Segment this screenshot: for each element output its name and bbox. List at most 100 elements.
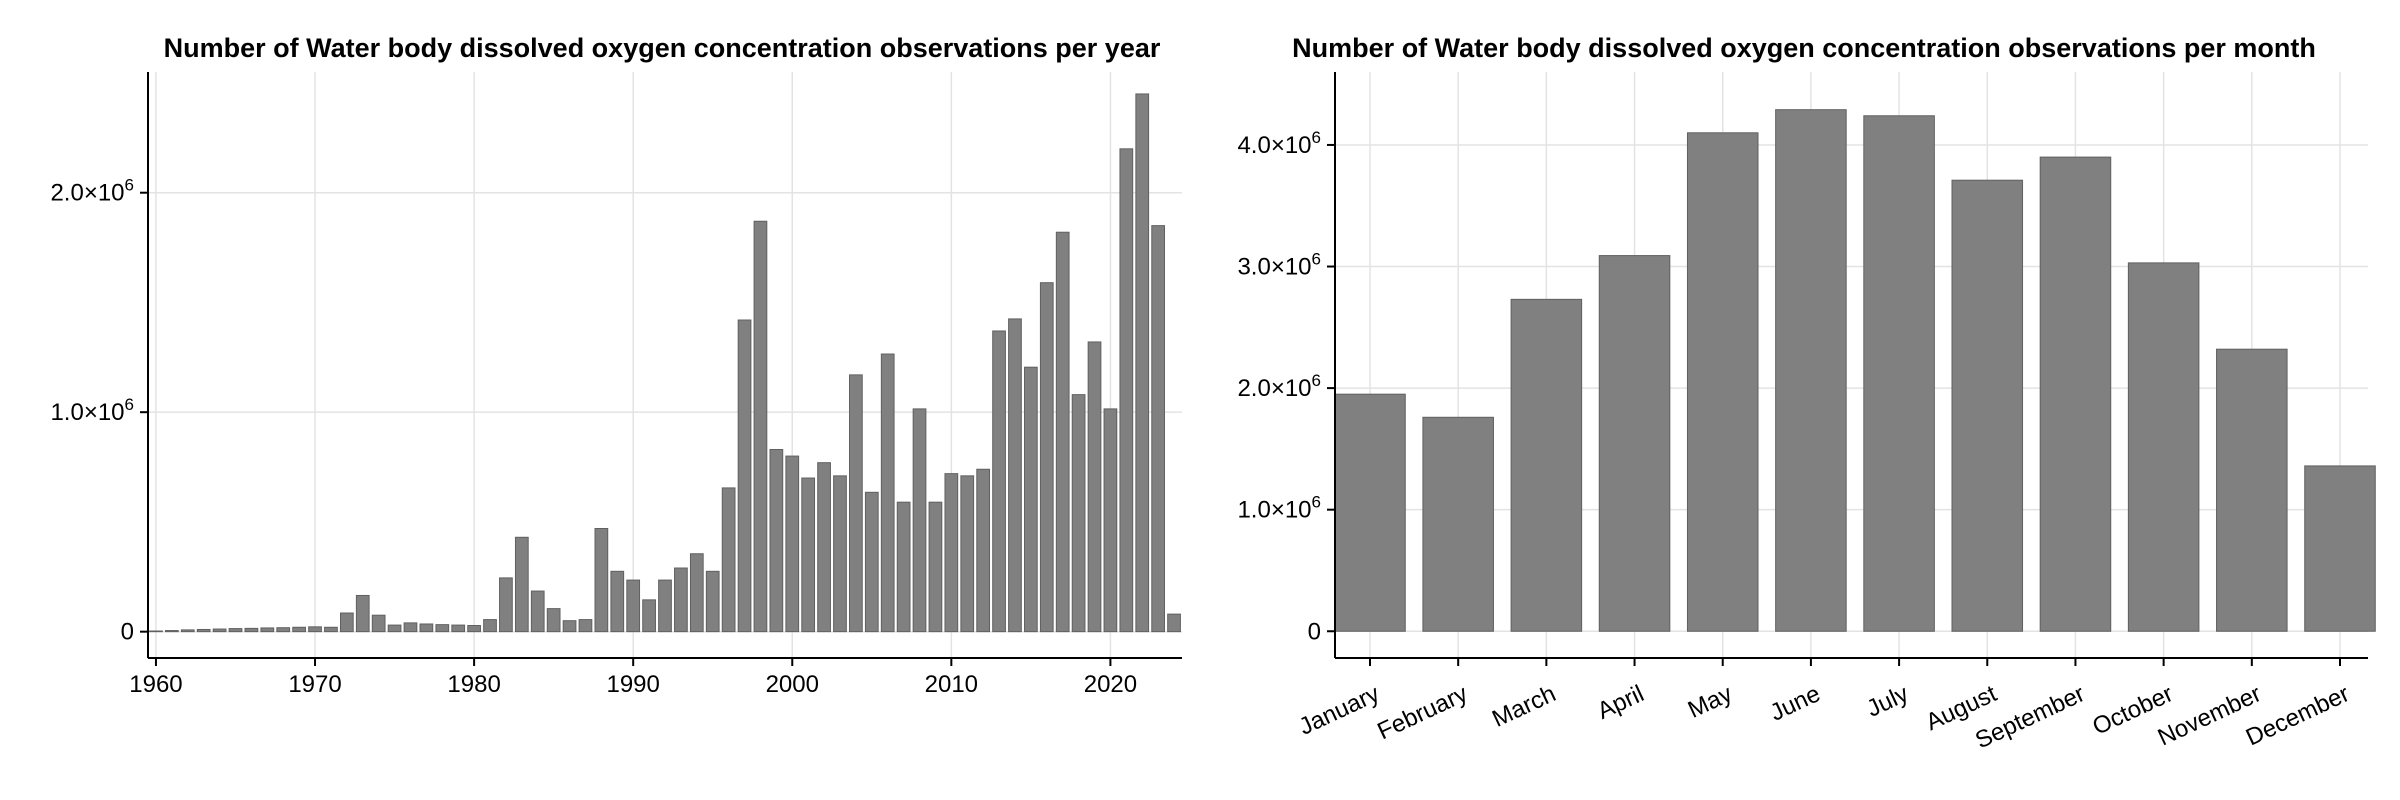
y-tick-label: 3.0×106 bbox=[1237, 250, 1321, 281]
bar-1983 bbox=[514, 536, 529, 633]
x-tick-label: February bbox=[1373, 680, 1471, 745]
bar-1988 bbox=[594, 528, 609, 633]
bar-1981 bbox=[483, 619, 497, 633]
bar-1998 bbox=[753, 220, 768, 633]
bar-2018 bbox=[1071, 394, 1086, 633]
x-tick-label: May bbox=[1684, 680, 1737, 724]
bar-2006 bbox=[880, 353, 895, 633]
y-tick-label: 2.0×106 bbox=[50, 176, 134, 207]
bar-1984 bbox=[530, 590, 545, 633]
bar-2013 bbox=[992, 330, 1006, 633]
bar-1960 bbox=[149, 630, 163, 633]
bar-2003 bbox=[833, 475, 847, 633]
bar-1973 bbox=[355, 594, 370, 633]
bar-1972 bbox=[339, 612, 354, 633]
bar-1991 bbox=[642, 599, 656, 633]
bar-march bbox=[1510, 298, 1583, 632]
y-tick-label: 1.0×106 bbox=[50, 395, 134, 426]
bar-2024 bbox=[1167, 613, 1181, 633]
bar-1993 bbox=[674, 567, 688, 633]
bar-august bbox=[1951, 179, 2024, 632]
bar-1969 bbox=[292, 626, 306, 633]
y-tick-label: 4.0×106 bbox=[1237, 128, 1321, 159]
bar-1989 bbox=[610, 570, 625, 633]
y-tick-label: 0 bbox=[1308, 618, 1321, 645]
bar-november bbox=[2216, 348, 2288, 632]
bar-1974 bbox=[371, 614, 386, 633]
bar-2000 bbox=[785, 455, 800, 633]
bar-2017 bbox=[1055, 231, 1070, 633]
bar-december bbox=[2304, 465, 2376, 632]
bar-1966 bbox=[244, 627, 259, 633]
bar-1986 bbox=[562, 620, 577, 633]
bar-1971 bbox=[324, 626, 338, 633]
bar-january bbox=[1334, 393, 1406, 632]
bar-1965 bbox=[228, 628, 243, 633]
y-tick-label: 2.0×106 bbox=[1237, 371, 1321, 402]
bar-september bbox=[2039, 156, 2112, 632]
y-tick-label: 1.0×106 bbox=[1237, 493, 1321, 524]
bar-2011 bbox=[960, 475, 975, 633]
bar-may bbox=[1686, 132, 1759, 632]
bar-2007 bbox=[896, 501, 911, 633]
bar-1979 bbox=[451, 624, 466, 633]
bar-2014 bbox=[1008, 318, 1022, 633]
x-tick-label: April bbox=[1593, 680, 1648, 725]
bar-1997 bbox=[737, 319, 752, 633]
bar-2022 bbox=[1135, 93, 1150, 633]
bar-october bbox=[2127, 262, 2200, 632]
bar-1995 bbox=[705, 570, 720, 633]
bar-1977 bbox=[419, 623, 434, 633]
bar-1978 bbox=[435, 624, 450, 633]
x-tick-label: January bbox=[1295, 680, 1384, 741]
bar-2002 bbox=[817, 462, 831, 633]
bar-1990 bbox=[626, 579, 641, 633]
bar-1996 bbox=[721, 487, 736, 633]
x-tick-label: 2010 bbox=[925, 671, 978, 698]
bar-1961 bbox=[164, 630, 179, 633]
bar-2021 bbox=[1119, 148, 1134, 633]
bar-1962 bbox=[180, 629, 195, 633]
yearly-chart-title: Number of Water body dissolved oxygen co… bbox=[164, 33, 1161, 63]
bar-2008 bbox=[912, 408, 927, 633]
bar-1964 bbox=[212, 628, 227, 633]
monthly-chart-title: Number of Water body dissolved oxygen co… bbox=[1292, 33, 2316, 63]
bar-june bbox=[1775, 109, 1847, 632]
x-tick-label: 1970 bbox=[288, 671, 341, 698]
bar-2001 bbox=[801, 477, 816, 633]
bar-1976 bbox=[403, 622, 418, 633]
bar-2020 bbox=[1103, 408, 1118, 633]
bar-february bbox=[1422, 416, 1494, 632]
bar-1980 bbox=[467, 625, 481, 633]
bar-2012 bbox=[976, 468, 991, 633]
x-tick-label: June bbox=[1766, 680, 1825, 726]
x-tick-label: 2020 bbox=[1084, 671, 1137, 698]
x-tick-label: March bbox=[1488, 680, 1560, 733]
yearly-chart: 1960 1970 1980 1990 2000 2010 2020 0 1.0×106 2.0×… bbox=[50, 72, 1182, 698]
bar-july bbox=[1863, 115, 1935, 632]
bar-1982 bbox=[499, 577, 513, 633]
bar-2019 bbox=[1087, 341, 1102, 633]
bar-1987 bbox=[578, 619, 593, 633]
bar-2015 bbox=[1024, 366, 1038, 633]
bar-1963 bbox=[196, 628, 211, 633]
bar-1994 bbox=[689, 553, 704, 633]
x-tick-label: 1960 bbox=[129, 671, 182, 698]
bar-1967 bbox=[260, 627, 275, 633]
bar-april bbox=[1598, 255, 1671, 632]
bar-2010 bbox=[944, 473, 959, 633]
bar-1999 bbox=[769, 448, 784, 633]
x-tick-label: July bbox=[1863, 680, 1913, 723]
bar-1975 bbox=[387, 624, 402, 633]
bar-1992 bbox=[658, 579, 672, 633]
bar-2023 bbox=[1151, 225, 1166, 633]
x-tick-label: 1990 bbox=[606, 671, 659, 698]
y-tick-label: 0 bbox=[121, 619, 134, 646]
bar-1970 bbox=[308, 626, 322, 633]
bar-1968 bbox=[276, 627, 291, 633]
x-tick-label: 1980 bbox=[447, 671, 500, 698]
bar-2009 bbox=[928, 501, 943, 633]
x-tick-label: 2000 bbox=[766, 671, 819, 698]
